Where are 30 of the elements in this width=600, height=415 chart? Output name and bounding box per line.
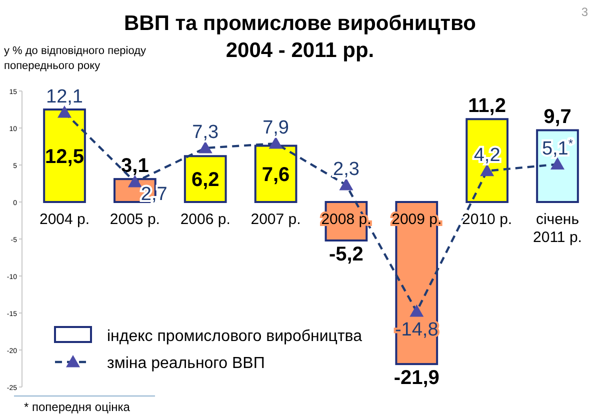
data-label: -5,2 (328, 243, 364, 266)
data-label: 7,6 (262, 164, 290, 186)
data-label: 2,3 (333, 158, 360, 180)
data-label: 5,1$^{*}$ (542, 136, 574, 160)
data-label: 7,9 (262, 118, 289, 139)
bar (43, 108, 86, 203)
y-axis-title: у % до відповідного періоду попереднього року (4, 45, 147, 72)
data-label: 4,2 (474, 144, 500, 166)
legend-label: індекс промислового виробництва (107, 328, 362, 345)
x-tick-label: 2004 р. (39, 211, 90, 228)
bar (466, 118, 508, 203)
data-label: 9,7 (544, 106, 572, 128)
chart-subtitle: 2004 - 2011 рр. (226, 39, 374, 62)
data-label: 7,3 (192, 122, 219, 143)
data-label: -21,9 (394, 367, 440, 390)
data-label: 11,2 (468, 95, 506, 118)
text: * попередня оцінка (24, 400, 130, 414)
x-tick-label: 2006 р. (180, 211, 230, 228)
x-tick-label: 2005 р. (110, 211, 160, 228)
chart-title: ВВП та промислове виробництво (124, 12, 476, 35)
data-label: 12,1 (46, 86, 83, 108)
text: 3 (581, 5, 588, 19)
bar (184, 155, 227, 203)
legend-label: зміна реального ВВП (107, 355, 265, 372)
data-label: 6,2 (191, 169, 220, 192)
x-tick-label: січень 2011 р. (533, 211, 582, 246)
x-tick-label: 2010 р. (462, 211, 512, 228)
x-tick-label: 2007 р. (250, 211, 301, 228)
data-label: 12,5 (45, 146, 84, 168)
data-label: 3,1 (121, 155, 149, 178)
